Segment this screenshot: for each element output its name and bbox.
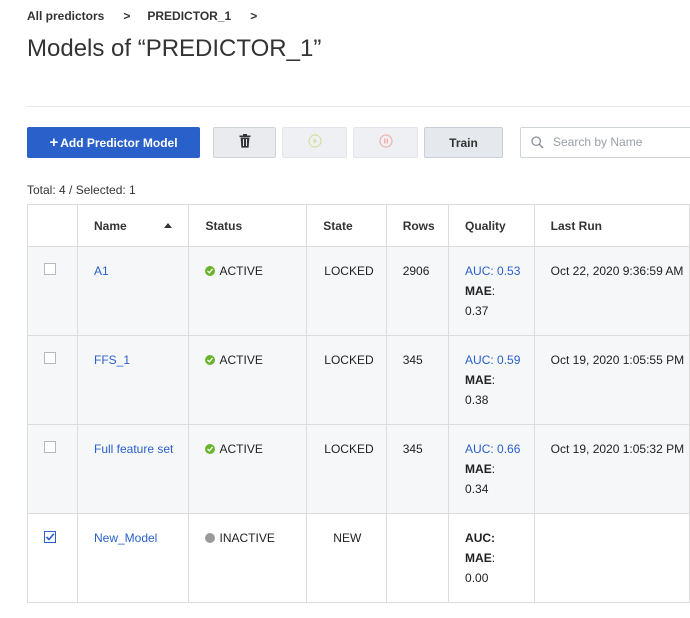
mae-value: 0.00 — [465, 571, 489, 585]
row-checkbox[interactable] — [44, 263, 56, 275]
start-button[interactable] — [282, 127, 347, 158]
add-predictor-model-button[interactable]: + Add Predictor Model — [27, 127, 200, 158]
status-text: ACTIVE — [219, 264, 263, 278]
search-input[interactable] — [551, 134, 690, 150]
state-text: LOCKED — [306, 424, 387, 514]
search-icon — [531, 136, 544, 154]
model-name-link[interactable]: New_Model — [93, 531, 158, 545]
rows-count: 345 — [385, 424, 450, 514]
row-checkbox[interactable] — [44, 352, 56, 364]
table-row[interactable]: Full feature set ACTIVE LOCKED 345 AUC: … — [27, 424, 690, 514]
total-selected-summary: Total: 4 / Selected: 1 — [27, 183, 136, 197]
active-status-icon — [205, 443, 216, 454]
last-run-text: Oct 19, 2020 1:05:55 PM — [533, 335, 690, 425]
breadcrumb: All predictors > PREDICTOR_1 > — [27, 9, 257, 23]
quality-column-header[interactable]: Quality — [448, 204, 535, 247]
rows-count: 2906 — [385, 246, 450, 336]
model-name-link[interactable]: FFS_1 — [93, 353, 130, 367]
mae-label: MAE — [465, 462, 492, 476]
breadcrumb-all-predictors[interactable]: All predictors — [27, 9, 105, 23]
table-row[interactable]: FFS_1 ACTIVE LOCKED 345 AUC: 0.59 MAE: 0.3… — [27, 335, 690, 425]
mae-label: MAE — [465, 284, 492, 298]
checked-checkbox-icon[interactable] — [44, 529, 56, 543]
search-box[interactable] — [520, 127, 690, 158]
play-icon — [307, 134, 322, 151]
state-column-header[interactable]: State — [306, 204, 387, 247]
state-text: LOCKED — [306, 246, 387, 336]
train-button[interactable]: Train — [424, 127, 503, 158]
models-table: Name Status State Rows Quality Last Run … — [27, 204, 690, 603]
model-name-link[interactable]: Full feature set — [93, 442, 174, 456]
mae-colon: : — [491, 551, 496, 565]
mae-value: 0.34 — [465, 482, 489, 496]
stop-button[interactable] — [353, 127, 418, 158]
mae-label: MAE — [465, 373, 492, 387]
table-row[interactable]: New_Model INACTIVE NEW AUC: MAE: 0.00 — [27, 513, 690, 603]
auc-link[interactable]: AUC: 0.59 — [465, 353, 521, 367]
state-text: NEW — [306, 513, 387, 603]
name-column-header[interactable]: Name — [76, 204, 190, 247]
table-row[interactable]: A1 ACTIVE LOCKED 2906 AUC: 0.53 MAE: 0.37 … — [27, 246, 690, 336]
mae-colon: : — [491, 284, 496, 298]
page-title: Models of “PREDICTOR_1” — [27, 35, 322, 62]
mae-value: 0.37 — [465, 304, 489, 318]
row-checkbox[interactable] — [44, 441, 56, 453]
add-predictor-model-label: Add Predictor Model — [60, 135, 178, 150]
auc-label: AUC: — [465, 531, 496, 545]
state-text: LOCKED — [306, 335, 387, 425]
trash-icon — [239, 134, 251, 151]
select-column-header — [27, 204, 78, 247]
auc-link[interactable]: AUC: 0.53 — [465, 264, 521, 278]
mae-value: 0.38 — [465, 393, 489, 407]
status-text: ACTIVE — [219, 442, 263, 456]
breadcrumb-predictor[interactable]: PREDICTOR_1 — [147, 9, 232, 23]
inactive-status-icon — [205, 532, 216, 543]
name-header-label: Name — [93, 218, 127, 233]
plus-icon: + — [49, 134, 59, 151]
active-status-icon — [205, 354, 216, 365]
table-header-row: Name Status State Rows Quality Last Run — [27, 204, 690, 247]
last-run-text: Oct 22, 2020 9:36:59 AM — [533, 246, 690, 336]
rows-count — [385, 513, 450, 603]
status-text: ACTIVE — [219, 353, 263, 367]
active-status-icon — [205, 265, 216, 276]
status-column-header[interactable]: Status — [188, 204, 308, 247]
breadcrumb-separator: > — [250, 9, 258, 23]
last-run-text: Oct 19, 2020 1:05:32 PM — [533, 424, 690, 514]
rows-column-header[interactable]: Rows — [385, 204, 450, 247]
auc-link[interactable]: AUC: 0.66 — [465, 442, 521, 456]
rows-count: 345 — [385, 335, 450, 425]
sort-ascending-icon[interactable] — [164, 223, 173, 228]
last-run-text — [533, 513, 690, 603]
last-run-column-header[interactable]: Last Run — [533, 204, 690, 247]
mae-colon: : — [491, 462, 496, 476]
breadcrumb-separator: > — [123, 9, 131, 23]
delete-button[interactable] — [213, 127, 276, 158]
stop-icon — [378, 134, 393, 151]
divider — [27, 106, 690, 107]
mae-label: MAE — [465, 551, 492, 565]
status-text: INACTIVE — [219, 531, 275, 545]
mae-colon: : — [491, 373, 496, 387]
model-name-link[interactable]: A1 — [93, 264, 109, 278]
